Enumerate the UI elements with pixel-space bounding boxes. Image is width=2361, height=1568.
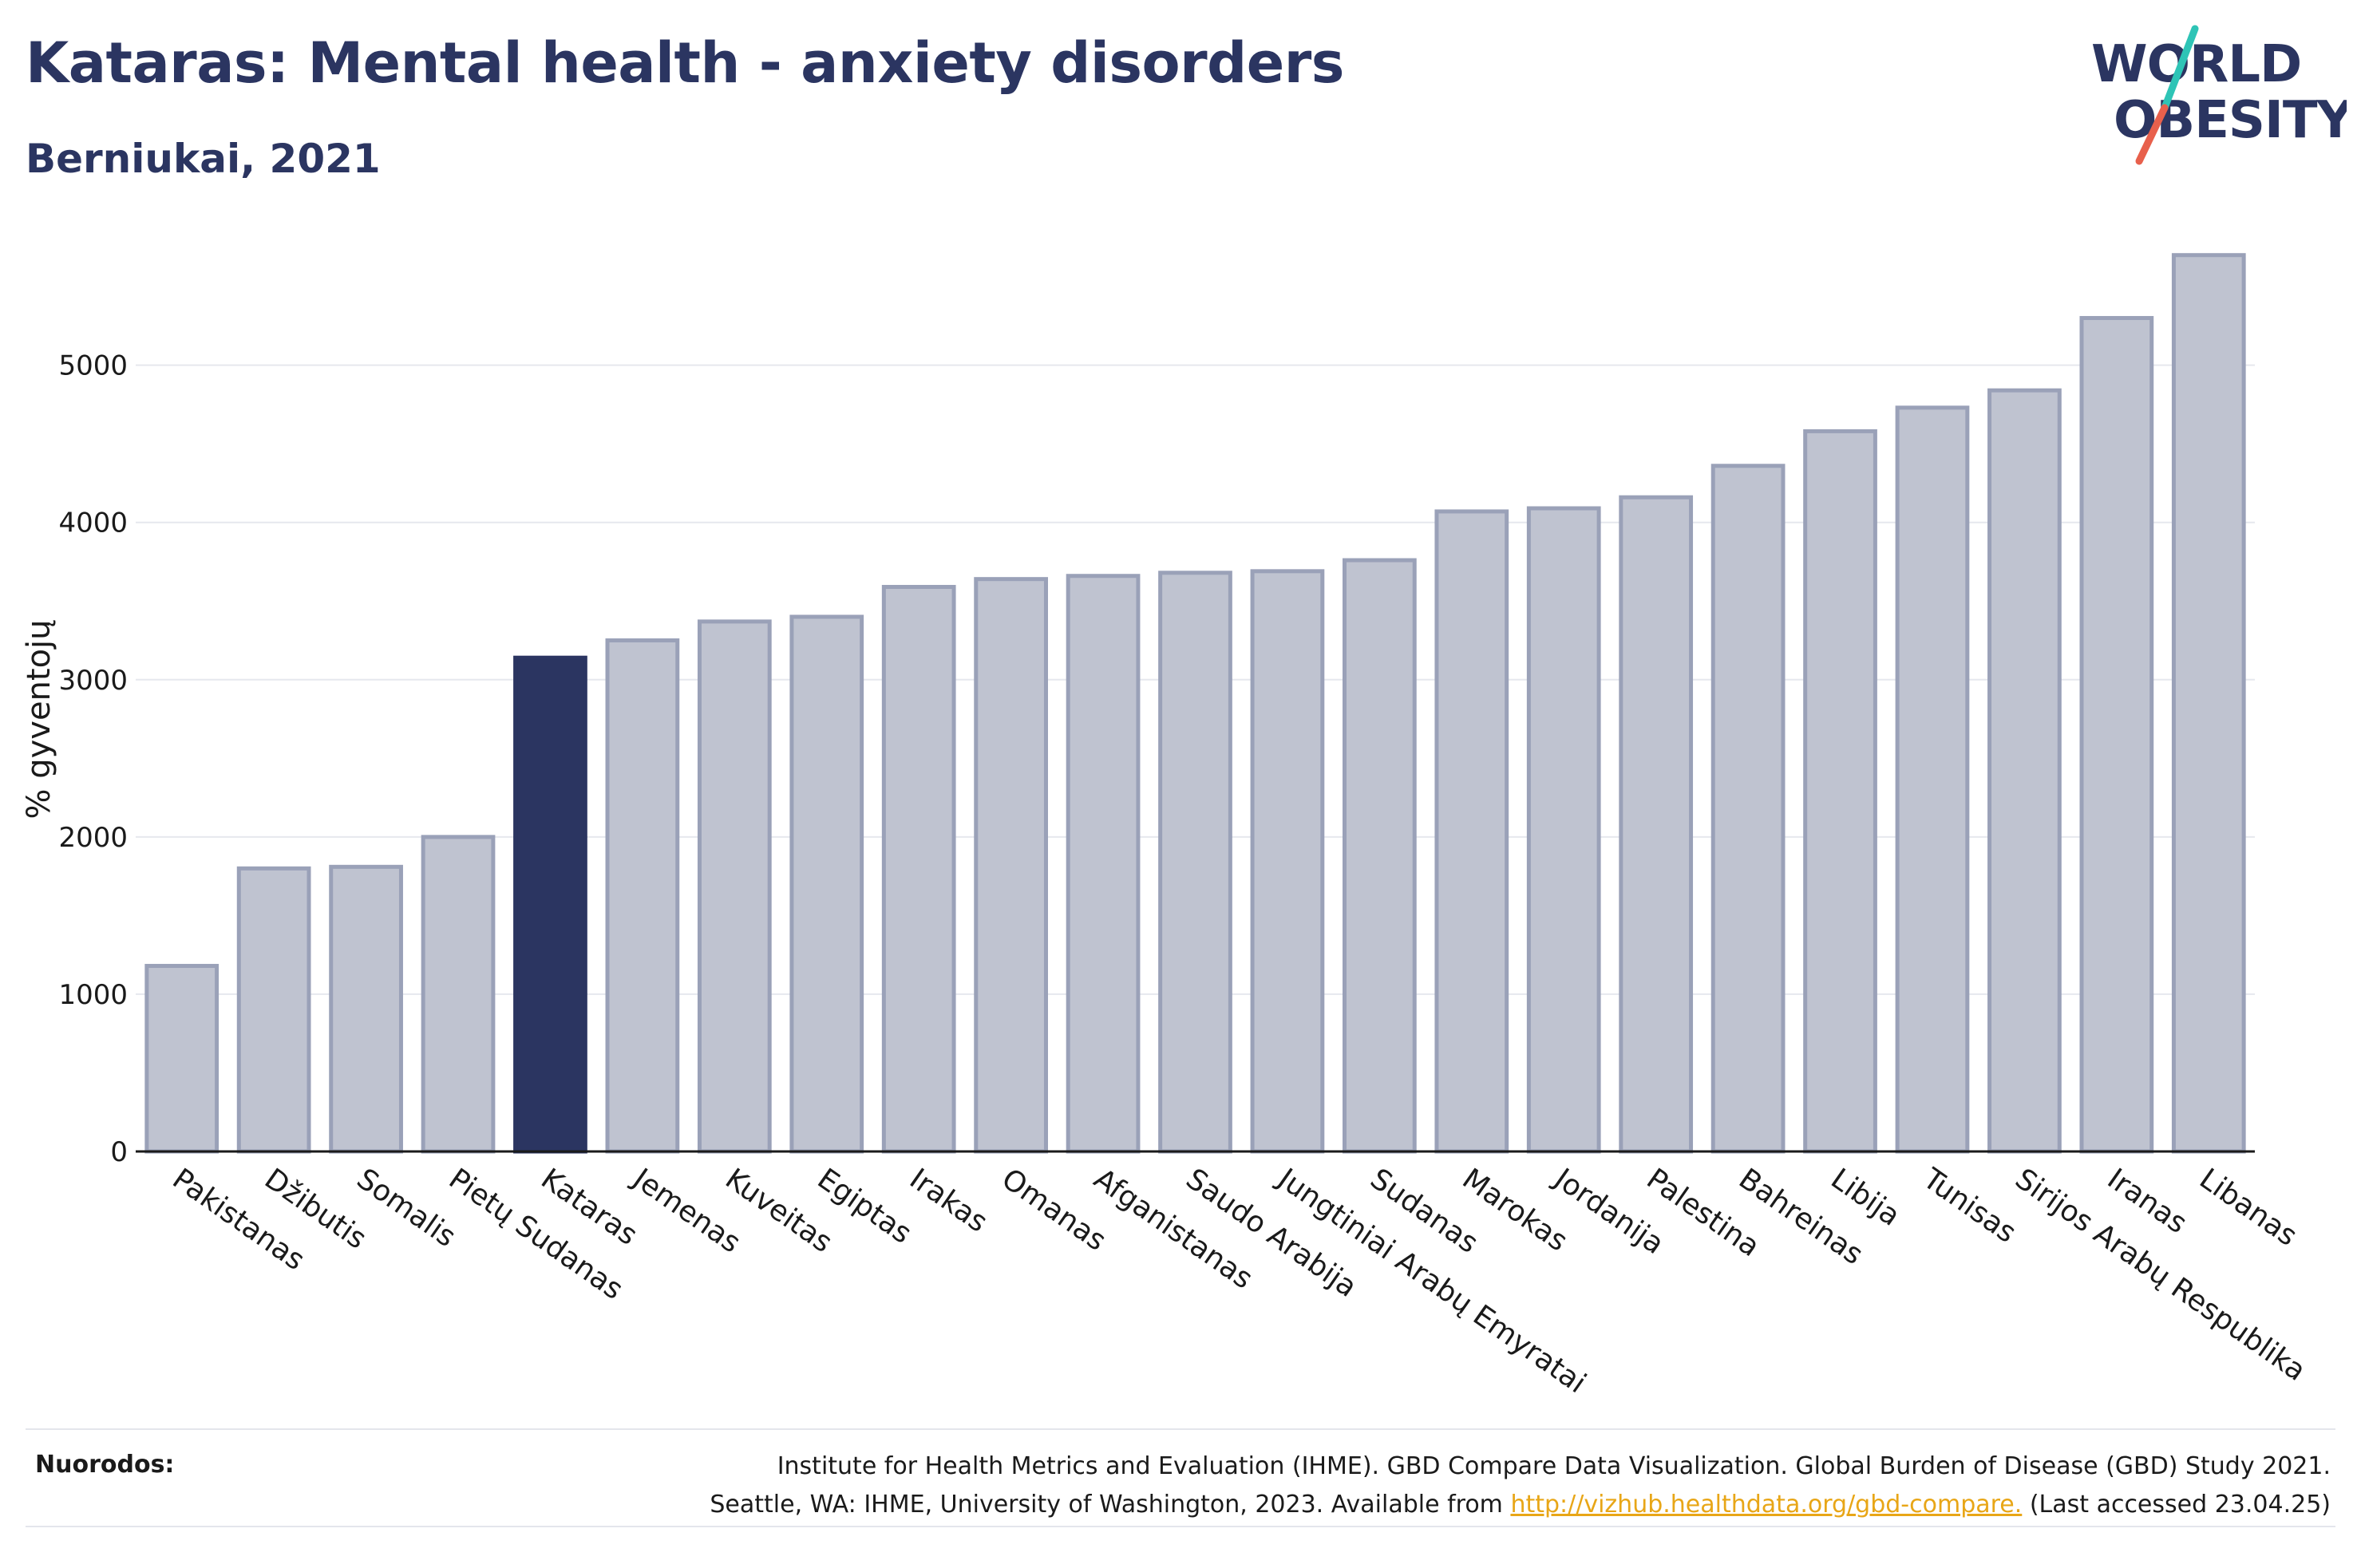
- x-tick-label: Somalis: [350, 1163, 461, 1254]
- bar-11: [1158, 571, 1232, 1154]
- y-tick-label: 4000: [58, 508, 128, 539]
- footer-divider-bottom: [26, 1526, 2335, 1527]
- references-line-2-suffix: (Last accessed 23.04.25): [2022, 1491, 2331, 1519]
- references-line-1: Institute for Health Metrics and Evaluat…: [777, 1452, 2331, 1480]
- bar-6: [697, 619, 772, 1154]
- references-label: Nuorodos:: [35, 1451, 175, 1479]
- bars: [144, 253, 2246, 1154]
- bar-22: [2171, 253, 2246, 1154]
- bar-chart: 010002000300040005000PakistanasDžibutisS…: [21, 253, 2312, 1400]
- bar-16: [1619, 495, 1694, 1154]
- world-obesity-logo: WORLD OBESITY: [2091, 25, 2347, 165]
- bar-14: [1434, 509, 1509, 1154]
- chart-title: Kataras: Mental health - anxiety disorde…: [26, 30, 1344, 96]
- chart-subtitle: Berniukai, 2021: [26, 136, 381, 182]
- y-tick-label: 3000: [58, 665, 128, 697]
- y-tick-label: 0: [110, 1136, 128, 1168]
- bar-17: [1710, 464, 1786, 1154]
- bar-1: [236, 866, 311, 1154]
- bar-5: [605, 638, 680, 1154]
- references-text: Institute for Health Metrics and Evaluat…: [415, 1448, 2331, 1524]
- gbd-compare-link[interactable]: http://vizhub.healthdata.org/gbd-compare…: [1510, 1491, 2023, 1519]
- x-tick-label: Tunisas: [1916, 1162, 2022, 1250]
- bar-15: [1526, 506, 1601, 1154]
- footer-divider-top: [26, 1428, 2335, 1430]
- logo-slash-bottom: [2135, 104, 2169, 165]
- logo-slash-top: [2161, 25, 2199, 112]
- bar-21: [2079, 316, 2154, 1154]
- y-tick-label: 1000: [58, 979, 128, 1011]
- x-tick-label: Irakas: [904, 1163, 993, 1239]
- logo-word-world: WORLD: [2091, 35, 2301, 94]
- bar-7: [789, 614, 864, 1154]
- bar-18: [1803, 429, 1877, 1154]
- bar-10: [1066, 574, 1141, 1154]
- bar-12: [1250, 569, 1325, 1154]
- y-axis-title: % gyventojų: [21, 619, 57, 819]
- bar-13: [1343, 558, 1417, 1154]
- bar-9: [974, 577, 1048, 1154]
- x-tick-label: Afganistanas: [1088, 1163, 1259, 1296]
- x-tick-label: Libanas: [2193, 1163, 2303, 1253]
- y-tick-label: 2000: [58, 822, 128, 854]
- x-tick-label: Omanas: [995, 1163, 1112, 1258]
- references-line-2-prefix: Seattle, WA: IHME, University of Washing…: [710, 1491, 1511, 1519]
- bar-3: [421, 835, 496, 1154]
- bar-0: [144, 963, 219, 1154]
- bar-20: [1987, 388, 2062, 1154]
- bar-4: [513, 655, 587, 1154]
- y-tick-label: 5000: [58, 350, 128, 382]
- bar-19: [1895, 405, 1970, 1154]
- bar-2: [329, 864, 403, 1154]
- bar-8: [881, 585, 956, 1154]
